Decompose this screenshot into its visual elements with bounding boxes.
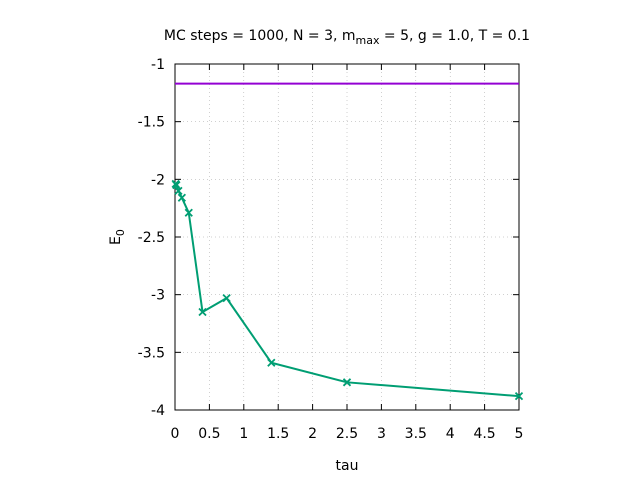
chart-title: MC steps = 1000, N = 3, mmax = 5, g = 1.… bbox=[164, 28, 530, 47]
x-tick-label: 3 bbox=[377, 426, 386, 442]
x-tick-label: 0 bbox=[171, 426, 180, 442]
x-axis-label: tau bbox=[336, 458, 359, 474]
x-tick-label: 4.5 bbox=[473, 426, 495, 442]
y-tick-label: -2 bbox=[151, 172, 165, 188]
data-point bbox=[184, 208, 193, 217]
data-point bbox=[174, 186, 183, 196]
y-tick-label: -4 bbox=[151, 403, 165, 419]
data-point bbox=[514, 392, 524, 401]
title-suffix: = 5, g = 1.0, T = 0.1 bbox=[379, 28, 530, 44]
data-point bbox=[267, 358, 276, 367]
y-axis-label: E0 bbox=[108, 229, 127, 245]
data-point bbox=[177, 193, 187, 202]
data-point bbox=[342, 378, 352, 387]
x-tick-label: 4 bbox=[446, 426, 455, 442]
series-layer bbox=[171, 82, 524, 401]
title-prefix: MC steps = 1000, N = 3, m bbox=[164, 28, 356, 44]
y-label-base: E bbox=[108, 236, 124, 245]
y-tick-label: -1 bbox=[151, 57, 165, 73]
y-tick-label: -1.5 bbox=[138, 115, 165, 131]
y-tick-label: -3 bbox=[151, 288, 165, 304]
x-tick-label: 5 bbox=[515, 426, 524, 442]
x-tick-label: 1.5 bbox=[267, 426, 289, 442]
x-tick-label: 1 bbox=[239, 426, 248, 442]
grid bbox=[175, 64, 519, 410]
data-point bbox=[222, 293, 231, 303]
data-point bbox=[172, 180, 181, 190]
y-label-subscript: 0 bbox=[114, 229, 127, 236]
x-tick-label: 2 bbox=[308, 426, 317, 442]
series-1-line bbox=[174, 183, 520, 398]
x-tick-label: 2.5 bbox=[336, 426, 358, 442]
x-tick-label: 3.5 bbox=[405, 426, 427, 442]
x-tick-label: 0.5 bbox=[198, 426, 220, 442]
y-tick-label: -3.5 bbox=[138, 345, 165, 361]
y-tick-label: -2.5 bbox=[138, 230, 165, 246]
ticks: 0 0.5 1 1.5 2 2.5 3 3.5 4 4.5 5 -4 -3.5 -3 -2.5 -2 -1.5 -… bbox=[138, 57, 524, 442]
data-point bbox=[198, 307, 207, 317]
series-1 bbox=[171, 179, 524, 401]
title-subscript: max bbox=[356, 34, 380, 47]
